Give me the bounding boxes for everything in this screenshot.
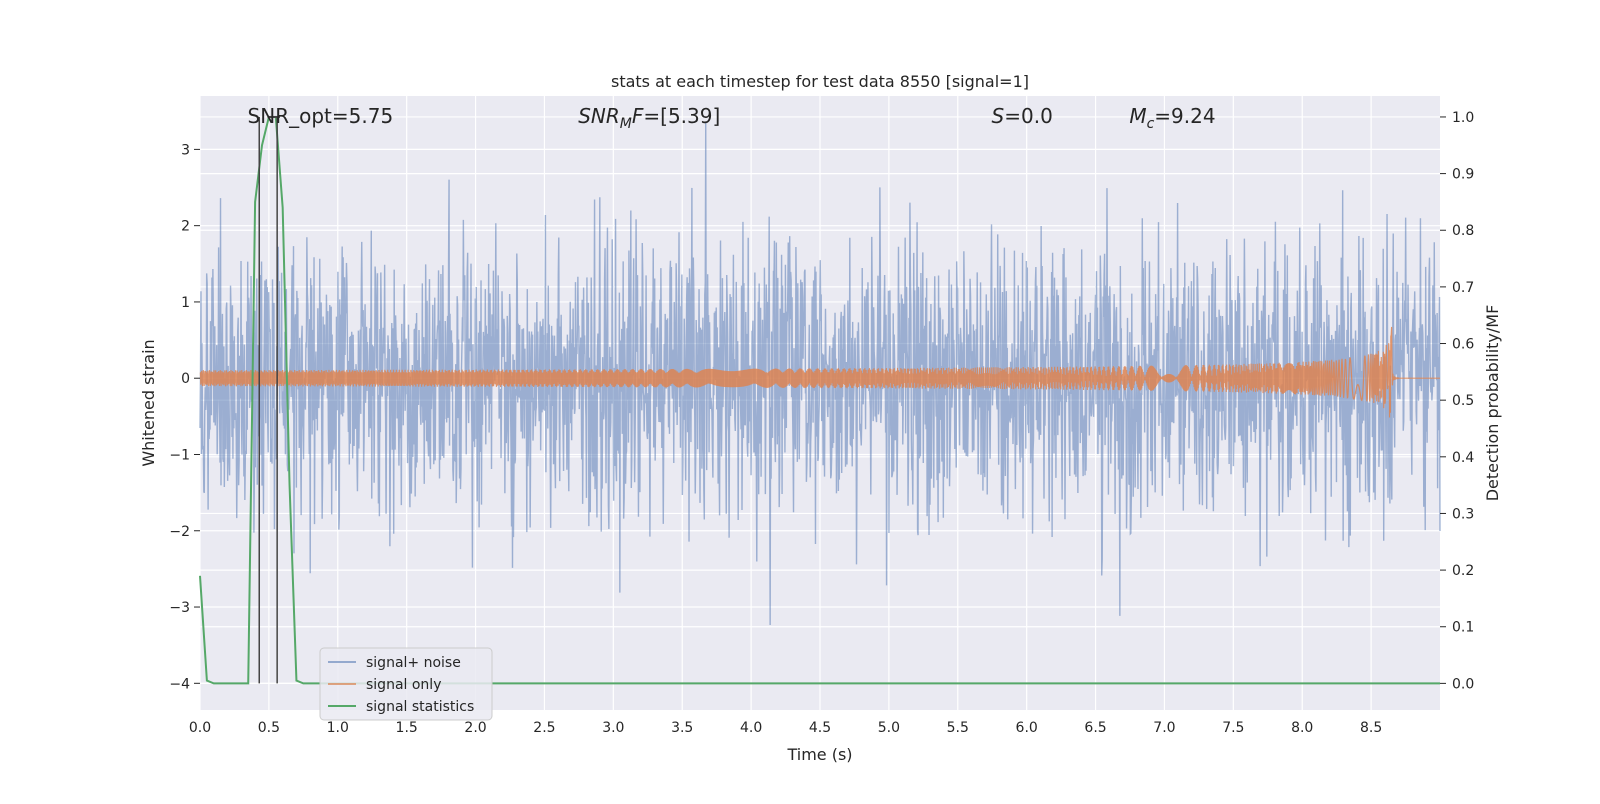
x-tick-label: 4.5 [809, 720, 831, 736]
y-right-tick-label: 0.7 [1452, 280, 1474, 296]
y-left-tick-label: 1 [181, 295, 190, 311]
x-tick-label: 2.0 [464, 720, 486, 736]
y-right-tick-label: 0.8 [1452, 223, 1474, 239]
y-left-tick-label: 3 [181, 142, 190, 158]
legend-label: signal statistics [366, 699, 474, 715]
legend: signal+ noise signal only signal statistic… [319, 647, 493, 721]
signal-layer [199, 326, 1440, 418]
y-right-tick-label: 0.3 [1452, 506, 1474, 522]
y-right-tick-label: 0.9 [1452, 167, 1474, 183]
y-axis-left-label: Whitened strain [139, 339, 158, 466]
y-left-tick-label: 0 [181, 371, 190, 387]
annotation-layer: SNR_opt=5.75 SNRMF=[5.39] S=0.0 Mc=9.24 [248, 104, 1216, 132]
annotation-text: SNR_opt=5.75 [248, 104, 394, 128]
y-left-tick-label: 2 [181, 219, 190, 235]
y-axis-right-label: Detection probability/MF [1483, 305, 1502, 502]
x-tick-label: 5.5 [947, 720, 969, 736]
x-tick-label: 0.0 [189, 720, 211, 736]
x-tick-label: 1.5 [396, 720, 418, 736]
y-right-tick-label: 0.1 [1452, 620, 1474, 636]
annotation-text: SNRMF=[5.39] [578, 104, 720, 132]
legend-label: signal+ noise [366, 655, 461, 671]
y-left-tick-label: −1 [169, 447, 190, 463]
ticks-layer: 0.0 0.5 1.0 1.5 2.0 2.5 3.0 3.5 4.0 4.5 5.0 5.5 6.0 6… [169, 110, 1474, 736]
stats-layer [199, 115, 1440, 685]
x-tick-label: 8.0 [1291, 720, 1313, 736]
x-tick-label: 0.5 [258, 720, 280, 736]
y-right-tick-label: 0.4 [1452, 450, 1474, 466]
noise-layer [199, 122, 1441, 626]
x-tick-label: 7.0 [1153, 720, 1175, 736]
y-right-tick-label: 1.0 [1452, 110, 1474, 126]
chart-title: stats at each timestep for test data 855… [611, 72, 1029, 91]
x-tick-label: 6.0 [1016, 720, 1038, 736]
signal-statistics-line [199, 115, 1440, 685]
x-tick-label: 3.0 [602, 720, 624, 736]
annotation-text: S=0.0 [992, 104, 1053, 128]
y-left-tick-label: −4 [169, 676, 190, 692]
signal-only-line [199, 326, 1440, 418]
noise-series-line [199, 122, 1441, 626]
marker-layer [258, 115, 280, 684]
y-right-tick-label: 0.5 [1452, 393, 1474, 409]
x-tick-label: 2.5 [533, 720, 555, 736]
x-tick-label: 6.5 [1084, 720, 1106, 736]
y-left-tick-label: −3 [169, 600, 190, 616]
legend-label: signal only [366, 677, 441, 693]
x-axis-label: Time (s) [786, 745, 852, 764]
x-tick-label: 7.5 [1222, 720, 1244, 736]
x-tick-label: 1.0 [327, 720, 349, 736]
x-tick-label: 5.0 [878, 720, 900, 736]
legend-box [319, 647, 493, 721]
x-tick-label: 3.5 [671, 720, 693, 736]
y-left-tick-label: −2 [169, 524, 190, 540]
annotation-text: Mc=9.24 [1129, 104, 1215, 132]
x-tick-label: 8.5 [1360, 720, 1382, 736]
y-right-tick-label: 0.0 [1452, 676, 1474, 692]
y-right-tick-label: 0.2 [1452, 563, 1474, 579]
y-right-tick-label: 0.6 [1452, 337, 1474, 353]
x-tick-label: 4.0 [740, 720, 762, 736]
